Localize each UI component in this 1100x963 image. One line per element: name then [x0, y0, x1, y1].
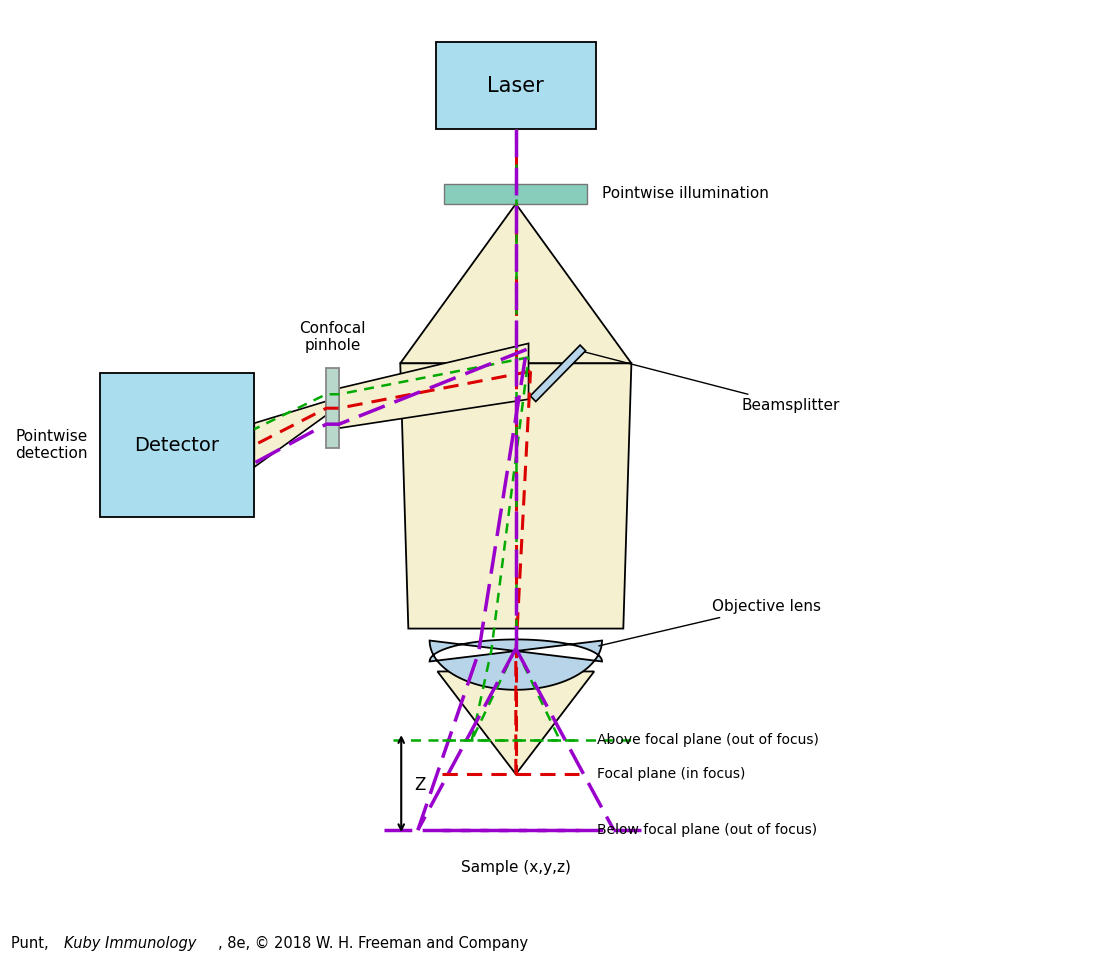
FancyBboxPatch shape	[327, 368, 339, 448]
Text: Laser: Laser	[487, 76, 544, 95]
Polygon shape	[400, 363, 631, 629]
Polygon shape	[438, 671, 594, 774]
Text: Pointwise
detection: Pointwise detection	[15, 429, 88, 461]
Text: Detector: Detector	[134, 435, 219, 455]
FancyBboxPatch shape	[99, 374, 254, 517]
FancyBboxPatch shape	[444, 184, 587, 204]
Polygon shape	[339, 344, 529, 429]
Text: Sample (x,y,z): Sample (x,y,z)	[461, 860, 571, 875]
Text: Kuby Immunology: Kuby Immunology	[64, 936, 196, 951]
Text: Above focal plane (out of focus): Above focal plane (out of focus)	[597, 733, 820, 747]
Text: Pointwise illumination: Pointwise illumination	[602, 186, 769, 201]
Text: , 8e, © 2018 W. H. Freeman and Company: , 8e, © 2018 W. H. Freeman and Company	[218, 936, 528, 951]
Text: Objective lens: Objective lens	[598, 599, 821, 646]
Text: Confocal
pinhole: Confocal pinhole	[299, 321, 366, 353]
Polygon shape	[430, 639, 602, 690]
Text: Below focal plane (out of focus): Below focal plane (out of focus)	[597, 823, 817, 837]
Polygon shape	[530, 345, 585, 402]
FancyBboxPatch shape	[436, 42, 596, 129]
Text: Punt,: Punt,	[11, 936, 53, 951]
Polygon shape	[254, 402, 327, 467]
Polygon shape	[400, 204, 631, 363]
Text: Z: Z	[414, 776, 426, 794]
Text: Focal plane (in focus): Focal plane (in focus)	[597, 768, 746, 781]
Text: Beamsplitter: Beamsplitter	[585, 352, 839, 413]
